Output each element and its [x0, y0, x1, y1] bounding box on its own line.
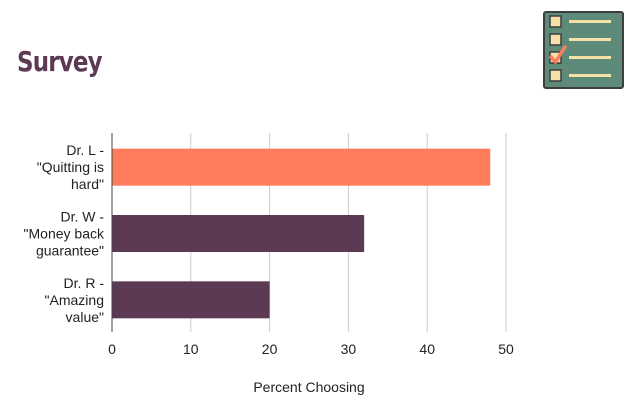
category-label: Dr. R -"Amazing value": [45, 275, 105, 325]
bar: [112, 281, 270, 319]
category-label-line: Dr. R -: [64, 275, 105, 291]
category-label-line: hard": [71, 176, 104, 192]
checklist-box-4: [549, 69, 562, 82]
checklist-icon-background: [543, 11, 624, 89]
category-label: Dr. L -"Quitting is hard": [37, 142, 105, 192]
bar: [112, 148, 491, 186]
x-tick-label: 50: [498, 341, 514, 357]
checklist-box-1: [549, 15, 562, 28]
x-axis-title: Percent Choosing: [253, 379, 364, 395]
category-label-line: "Amazing: [45, 292, 104, 308]
category-label-line: value": [66, 309, 104, 325]
checklist-box-2: [549, 33, 562, 46]
category-labels: Dr. L -"Quitting is hard" Dr. W -"Money ba…: [24, 142, 105, 325]
checkmark-icon: [549, 45, 567, 64]
page-title: Survey: [17, 45, 103, 78]
category-label-line: guarantee": [36, 243, 104, 259]
x-tick-label: 40: [419, 341, 435, 357]
bars: [112, 148, 491, 319]
category-label-line: Dr. L -: [66, 142, 104, 158]
category-label-line: Dr. W -: [60, 209, 104, 225]
x-tick-label: 10: [183, 341, 199, 357]
category-label: Dr. W -"Money back guarantee": [24, 209, 105, 259]
category-label-line: "Money back: [24, 226, 105, 242]
category-label-line: "Quitting is: [37, 159, 104, 175]
bar: [112, 215, 365, 252]
x-tick-label: 30: [341, 341, 357, 357]
x-tick-labels: 0 10 20 30 40 50: [108, 341, 514, 357]
checklist-icon: [543, 11, 624, 89]
x-tick-label: 20: [262, 341, 278, 357]
x-tick-label: 0: [108, 341, 116, 357]
